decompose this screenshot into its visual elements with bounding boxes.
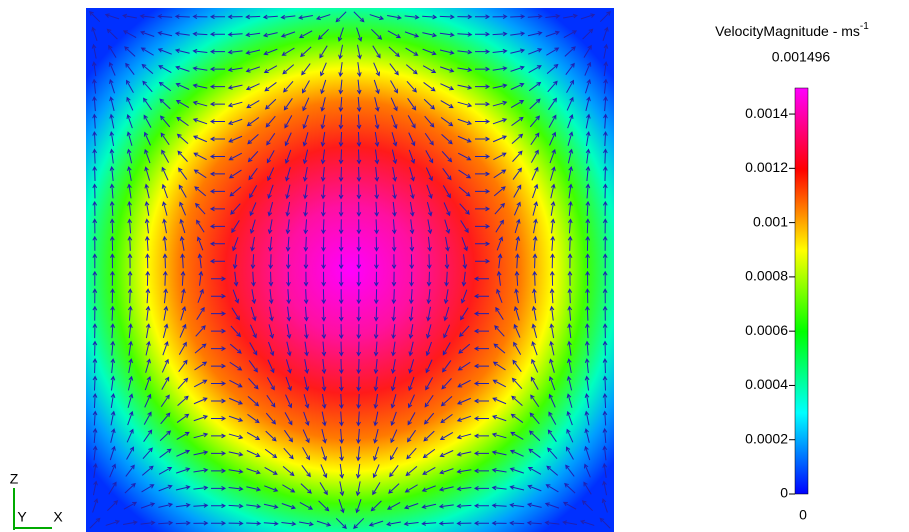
colorbar-tick-label: 0.0014 — [745, 105, 788, 121]
legend-max: 0.001496 — [772, 49, 831, 65]
triad-x-label: X — [53, 509, 63, 525]
legend-title-exponent: -1 — [860, 21, 869, 32]
triad-z-label: Z — [10, 471, 19, 487]
colorbar-tick-label: 0.001 — [753, 213, 788, 229]
colorbar-tick-label: 0.0004 — [745, 376, 788, 392]
legend-title: VelocityMagnitude - ms-1 — [715, 21, 869, 39]
colorbar-tick-label: 0 — [780, 485, 788, 501]
triad-y-label: Y — [17, 509, 27, 525]
viewport: VelocityMagnitude - ms-1 0.001496 0 Z Y … — [0, 0, 909, 532]
legend-panel — [614, 0, 909, 532]
colorbar-tick-label: 0.0008 — [745, 268, 788, 284]
colorbar — [795, 88, 808, 494]
legend-min: 0 — [799, 507, 807, 523]
colorbar-tick-label: 0.0002 — [745, 430, 788, 446]
axis-triad: Z Y X — [10, 471, 64, 530]
colorbar-tick-label: 0.0012 — [745, 159, 788, 175]
legend-title-text: VelocityMagnitude - ms — [715, 23, 860, 39]
colorbar-tick-label: 0.0006 — [745, 322, 788, 338]
